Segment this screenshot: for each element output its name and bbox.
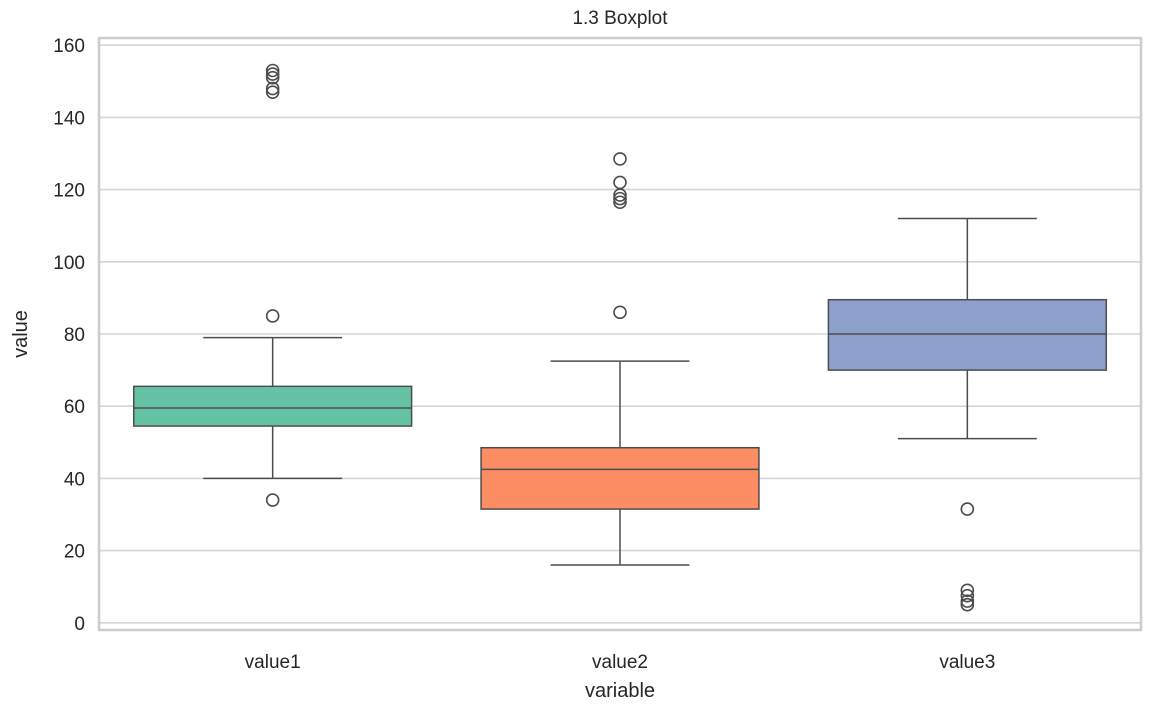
outlier-point — [265, 493, 280, 507]
outlier-point — [960, 597, 975, 612]
y-tick-label: 120 — [53, 181, 85, 202]
outlier-point — [960, 583, 975, 598]
outlier-point — [960, 502, 975, 516]
box-value1 — [132, 63, 413, 507]
y-tick-label: 160 — [53, 36, 85, 57]
x-tick-label: value2 — [592, 652, 648, 673]
x-tick-label: value1 — [245, 652, 301, 673]
outlier-point — [613, 152, 627, 166]
box-iqr — [132, 385, 413, 427]
y-axis-label: value — [10, 310, 32, 358]
outlier-point — [265, 309, 280, 323]
y-tick-label: 80 — [64, 325, 85, 346]
box-value3 — [827, 217, 1108, 612]
x-axis-label: variable — [585, 680, 655, 702]
outlier-point — [960, 588, 975, 603]
chart-title: 1.3 Boxplot — [572, 8, 668, 29]
box-iqr — [480, 446, 760, 510]
outlier-point — [613, 305, 627, 320]
y-tick-label: 20 — [64, 542, 85, 563]
outlier-point — [265, 67, 280, 81]
outlier-point — [613, 175, 627, 190]
outlier-point — [265, 63, 280, 78]
y-tick-label: 60 — [64, 397, 85, 418]
outlier-point — [265, 81, 280, 96]
outlier-point — [265, 85, 280, 99]
plot-area-frame — [97, 36, 1143, 632]
y-tick-label: 0 — [74, 614, 85, 635]
y-axis-ticks: 0 20 40 60 80 100 120 140 160 — [53, 36, 85, 635]
box-value2 — [480, 152, 760, 566]
y-tick-label: 100 — [53, 253, 85, 274]
outlier-point — [265, 70, 280, 85]
box-iqr — [827, 298, 1108, 371]
outlier-point — [613, 195, 627, 210]
outlier-point — [960, 594, 975, 608]
x-axis-ticks: value1 value2 value3 — [245, 652, 996, 673]
y-tick-label: 40 — [64, 469, 85, 490]
x-tick-label: value3 — [939, 652, 995, 673]
outlier-point — [613, 191, 627, 206]
boxes — [132, 63, 1108, 612]
y-tick-label: 140 — [53, 108, 85, 129]
